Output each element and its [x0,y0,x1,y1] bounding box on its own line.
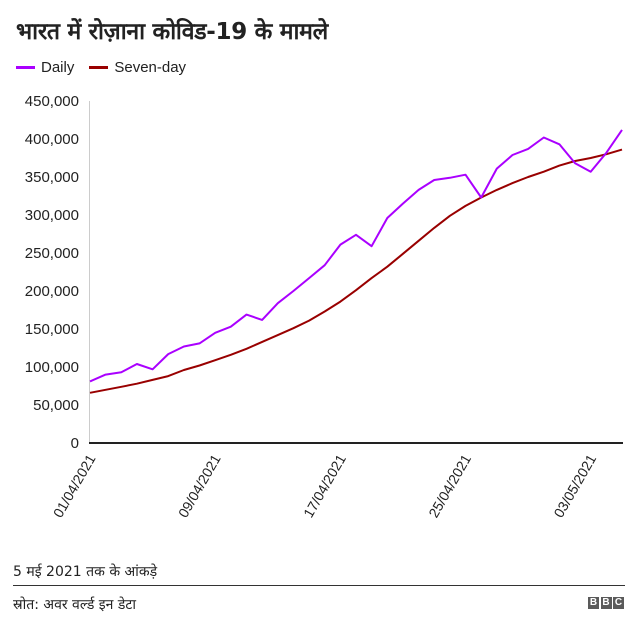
x-tick-label: 25/04/2021 [425,451,474,520]
bbc-logo-letter: C [613,597,624,609]
legend-item-seven-day: Seven-day [89,59,186,76]
y-tick-label: 250,000 [25,245,79,262]
y-tick-label: 50,000 [33,397,79,414]
seven-day-series-line [89,148,623,394]
daily-line-swatch-icon [16,66,35,69]
x-tick-label: 01/04/2021 [50,451,99,520]
daily-series-line [89,129,623,383]
x-tick-label: 17/04/2021 [300,451,349,520]
bbc-logo: B B C [587,597,624,609]
x-axis-labels: 01/04/2021 09/04/2021 17/04/2021 25/04/2021… [50,451,600,520]
legend-item-daily: Daily [16,59,74,76]
y-tick-label: 150,000 [25,321,79,338]
chart-legend: Daily Seven-day [16,59,201,76]
data-date-note: 5 मई 2021 तक के आंकड़े [13,564,158,580]
footer-divider [13,585,625,586]
legend-label-daily: Daily [41,59,75,76]
chart-title: भारत में रोज़ाना कोविड-19 के मामले [16,19,328,45]
y-tick-label: 0 [71,435,79,452]
source-text: स्रोत: अवर वर्ल्ड इन डेटा [13,597,137,613]
y-tick-label: 450,000 [25,93,79,110]
x-tick-label: 09/04/2021 [175,451,224,520]
x-tick-label: 03/05/2021 [550,451,599,520]
y-axis-labels: 0 50,000 100,000 150,000 200,000 250,000 300,0… [25,93,79,452]
y-tick-label: 400,000 [25,131,79,148]
y-tick-label: 200,000 [25,283,79,300]
y-tick-label: 100,000 [25,359,79,376]
seven-day-line-swatch-icon [89,66,109,69]
line-chart: 0 50,000 100,000 150,000 200,000 250,000 300,0… [25,93,623,520]
bbc-logo-letter: B [588,597,599,609]
bbc-logo-letter: B [600,597,612,609]
y-tick-label: 300,000 [25,207,79,224]
legend-label-seven-day: Seven-day [114,59,187,76]
y-tick-label: 350,000 [25,169,79,186]
